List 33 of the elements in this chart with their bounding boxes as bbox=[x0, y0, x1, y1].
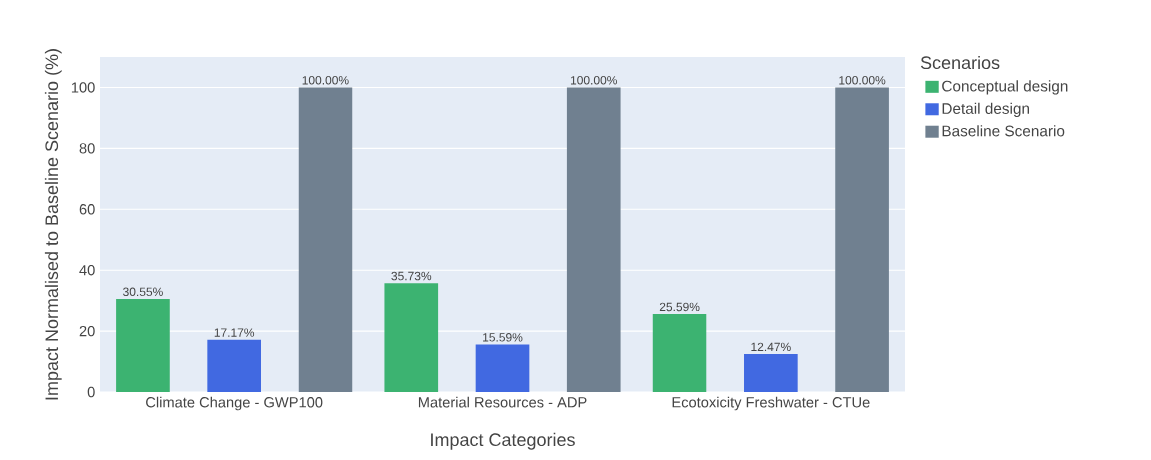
data-label: 35.73% bbox=[391, 271, 432, 281]
data-label: 100.00% bbox=[839, 76, 886, 85]
legend-label: Baseline Scenario bbox=[942, 125, 1065, 137]
legend-title: Scenarios bbox=[920, 55, 1000, 70]
bar bbox=[116, 298, 170, 392]
x-axis-title: Impact Categories bbox=[431, 432, 575, 450]
y-tick-label: 80 bbox=[79, 143, 95, 154]
x-tick-label: Climate Change - GWP100 bbox=[146, 396, 323, 411]
data-label: 15.59% bbox=[483, 333, 523, 342]
bar bbox=[744, 354, 798, 392]
y-axis-title: Impact Normalised to Baseline Scenario (%) bbox=[44, 49, 62, 400]
data-label: 100.00% bbox=[570, 76, 617, 85]
bar bbox=[207, 339, 261, 392]
x-tick-label: Material Resources - ADP bbox=[418, 396, 587, 408]
legend-label: Detail design bbox=[942, 102, 1029, 118]
bar bbox=[384, 283, 439, 392]
data-label: 12.47% bbox=[751, 342, 791, 352]
bar bbox=[835, 87, 889, 392]
y-tick-label: 100 bbox=[71, 82, 95, 93]
data-label: 100.00% bbox=[302, 76, 349, 85]
y-tick-label: 0 bbox=[87, 386, 95, 398]
x-tick-label: Ecotoxicity Freshwater - CTUe bbox=[672, 396, 870, 411]
data-label: 30.55% bbox=[123, 287, 163, 297]
data-label: 17.17% bbox=[214, 328, 255, 337]
legend-label: Conceptual design bbox=[942, 80, 1068, 95]
bar bbox=[298, 87, 353, 392]
bar bbox=[566, 87, 621, 392]
y-tick-label: 40 bbox=[79, 265, 95, 276]
bar bbox=[475, 344, 530, 392]
y-tick-label: 20 bbox=[79, 325, 95, 337]
bar bbox=[652, 314, 707, 392]
y-tick-label: 60 bbox=[79, 204, 95, 215]
data-label: 25.59% bbox=[659, 302, 700, 312]
